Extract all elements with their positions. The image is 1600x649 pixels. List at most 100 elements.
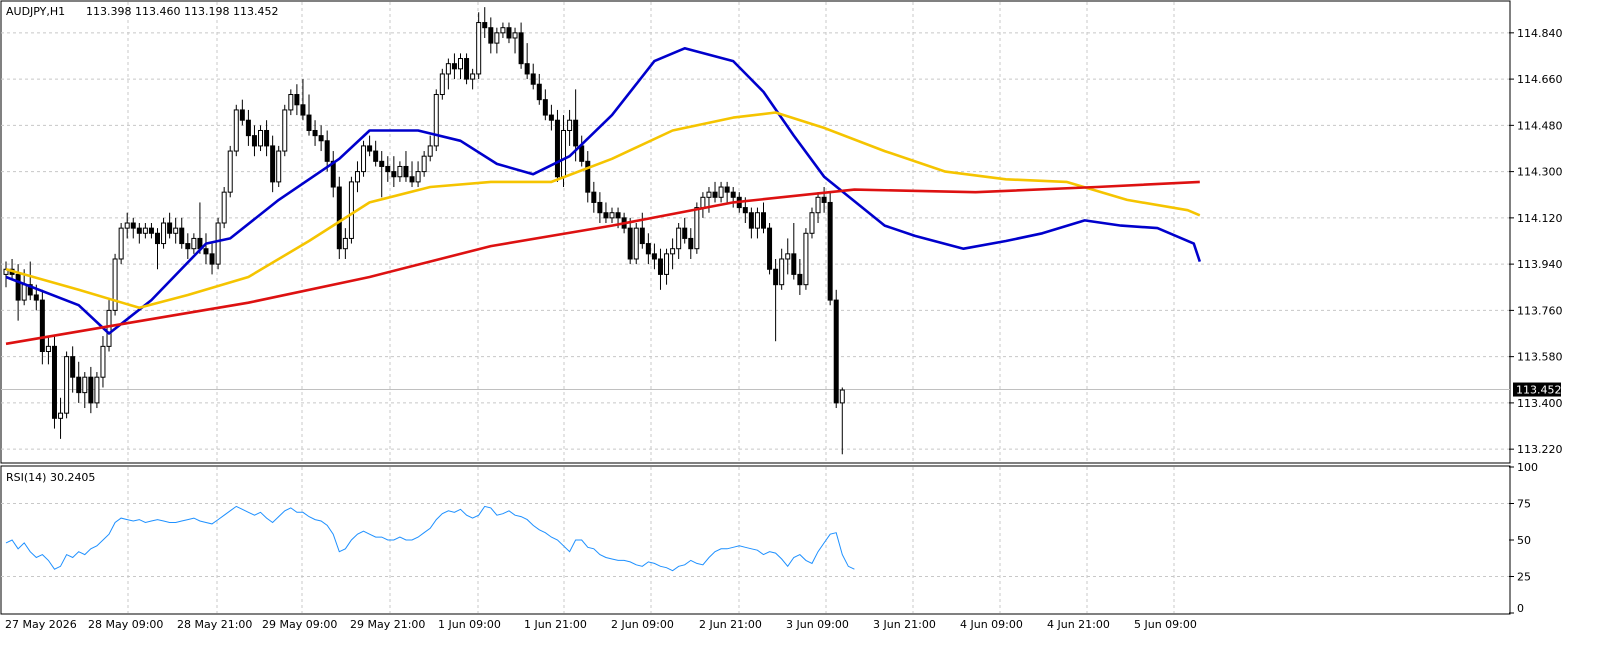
candle-body-bear — [264, 129, 270, 147]
candle-body-bull — [342, 237, 348, 250]
candle — [251, 125, 257, 157]
price-tick-label: 114.480 — [1517, 119, 1563, 132]
time-tick-label: 3 Jun 21:00 — [873, 618, 936, 631]
candle — [833, 289, 839, 409]
price-tick-label: 114.660 — [1517, 73, 1563, 86]
candle — [88, 366, 94, 414]
candle-body-bull — [215, 222, 221, 265]
candle — [361, 140, 367, 177]
candle-body-bull — [512, 32, 518, 39]
candle-body-bear — [530, 73, 536, 85]
candle — [609, 207, 615, 224]
candle-body-bull — [397, 165, 403, 178]
candle — [730, 187, 736, 208]
candle — [203, 233, 209, 265]
candle-body-bull — [427, 145, 433, 157]
price-tick-label: 114.300 — [1517, 166, 1563, 179]
rsi-tick-label: 75 — [1517, 498, 1531, 511]
candle — [367, 135, 373, 157]
candle-body-bull — [500, 27, 506, 34]
candle-body-bull — [112, 258, 118, 311]
candle — [476, 12, 482, 80]
candle-body-bear — [15, 273, 21, 301]
candle-body-bull — [221, 191, 227, 224]
candle-body-bear — [391, 171, 397, 178]
candle — [433, 89, 439, 152]
rsi-axis: 100 75 50 25 0 — [1509, 461, 1538, 615]
candle-body-bull — [815, 196, 821, 214]
candle-body-bull — [124, 222, 130, 229]
candle-body-bull — [809, 212, 815, 234]
candle — [191, 233, 197, 254]
candle — [676, 223, 682, 259]
candle — [161, 217, 167, 249]
candle-body-bull — [233, 109, 239, 152]
current-price-box — [1513, 382, 1561, 397]
candle — [548, 104, 554, 131]
candle — [500, 22, 506, 38]
candle — [761, 202, 766, 234]
candle — [209, 243, 215, 275]
candle-body-bear — [773, 268, 779, 286]
candle-body-bear — [627, 227, 633, 260]
candle — [130, 217, 136, 239]
candle-body-bear — [791, 253, 797, 275]
candle — [94, 372, 100, 409]
candle-body-bear — [403, 165, 409, 178]
candle — [779, 248, 785, 290]
candle-body-bull — [670, 248, 676, 255]
candle-body-bull — [415, 171, 421, 183]
candle-body-bear — [373, 150, 379, 162]
candle-body-bear — [33, 294, 39, 301]
candle — [688, 228, 694, 259]
candle-body-bull — [458, 58, 463, 70]
current-price-label: 113.452 — [1516, 384, 1562, 397]
candle — [542, 89, 548, 121]
ma-slow-line — [5, 180, 1200, 346]
candle-body-bear — [130, 222, 136, 229]
candle — [118, 223, 124, 265]
candle — [682, 217, 688, 244]
candle — [245, 109, 251, 146]
rsi-tick-label: 25 — [1517, 571, 1531, 584]
candle-body-bear — [603, 212, 609, 219]
candle-body-bear — [306, 114, 312, 131]
candle-body-bull — [803, 232, 809, 286]
candle-body-bear — [239, 109, 245, 121]
candle-body-bear — [639, 227, 645, 245]
candle-body-bear — [688, 237, 694, 250]
candle — [155, 228, 160, 270]
candle — [173, 217, 179, 244]
candle-body-bull — [664, 253, 670, 275]
candle-body-bear — [136, 227, 142, 234]
candle — [51, 336, 57, 429]
candle — [270, 135, 276, 193]
candle-body-bear — [542, 99, 548, 116]
candle — [391, 156, 397, 188]
candle-body-bear — [482, 22, 488, 29]
price-tick-label: 113.400 — [1517, 397, 1563, 410]
candle-body-bear — [724, 186, 730, 193]
time-tick-label: 28 May 09:00 — [88, 618, 163, 631]
candle-body-bear — [251, 135, 257, 147]
candle-body-bear — [797, 273, 803, 286]
time-tick-label: 27 May 2026 — [5, 618, 77, 631]
candle-body-bull — [288, 94, 294, 111]
candle — [142, 223, 148, 239]
candle-body-bear — [367, 145, 373, 152]
candle-body-bull — [361, 145, 367, 173]
candle — [518, 22, 524, 69]
candle-body-bear — [70, 356, 76, 378]
candle-body-bear — [27, 284, 33, 296]
symbol-timeframe: AUDJPY,H1 — [6, 5, 65, 18]
price-tick-label: 113.580 — [1517, 351, 1563, 364]
candle-body-bear — [518, 32, 524, 65]
candle — [603, 202, 609, 224]
candle-body-bear — [821, 196, 827, 203]
candle — [421, 151, 427, 177]
candle — [76, 361, 82, 403]
candle — [258, 125, 264, 152]
candle — [264, 120, 270, 157]
candle — [712, 181, 718, 203]
candle — [3, 261, 9, 288]
